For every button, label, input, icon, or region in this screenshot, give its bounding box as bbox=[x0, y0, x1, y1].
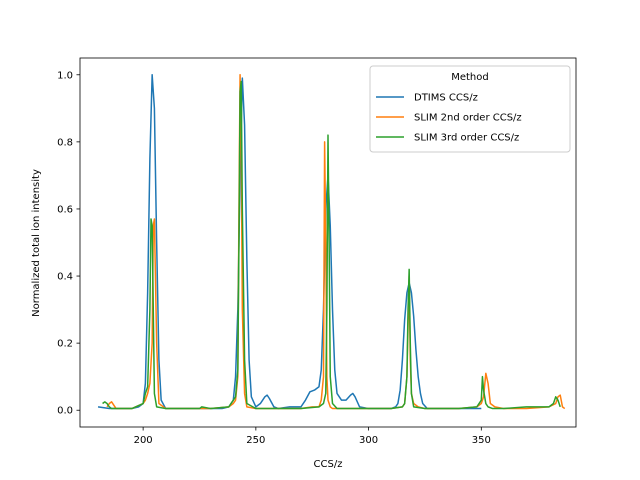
x-tick-label: 200 bbox=[134, 435, 153, 446]
legend-title: Method bbox=[451, 72, 489, 83]
y-tick-label: 0.6 bbox=[57, 204, 73, 215]
legend-entry-label: SLIM 2nd order CCS/z bbox=[414, 113, 522, 124]
y-tick-label: 0.8 bbox=[57, 137, 73, 148]
x-tick-label: 300 bbox=[359, 435, 378, 446]
x-axis-label: CCS/z bbox=[314, 459, 343, 470]
legend: Method DTIMS CCS/z SLIM 2nd order CCS/z SLI… bbox=[369, 65, 571, 153]
y-tick-label: 0.2 bbox=[57, 339, 73, 350]
legend-box bbox=[369, 65, 571, 153]
y-axis-label: Normalized total ion intensity bbox=[31, 169, 42, 317]
y-tick-label: 1.0 bbox=[57, 70, 73, 81]
y-tick-label: 0.4 bbox=[57, 272, 73, 283]
legend-entry-label: DTIMS CCS/z bbox=[414, 93, 478, 104]
series-line-1 bbox=[97, 74, 482, 410]
y-tick-label: 0.0 bbox=[57, 406, 73, 417]
plot-area bbox=[97, 74, 566, 410]
x-tick-label: 350 bbox=[472, 435, 491, 446]
x-tick-label: 250 bbox=[246, 435, 265, 446]
series-line-3 bbox=[102, 80, 561, 410]
legend-entry-label: SLIM 3rd order CCS/z bbox=[414, 133, 519, 144]
axis-ticks: 200 250 300 350 0.0 0.2 0.4 0.6 0.8 1.0 bbox=[57, 57, 577, 446]
axes-frame bbox=[79, 57, 577, 428]
